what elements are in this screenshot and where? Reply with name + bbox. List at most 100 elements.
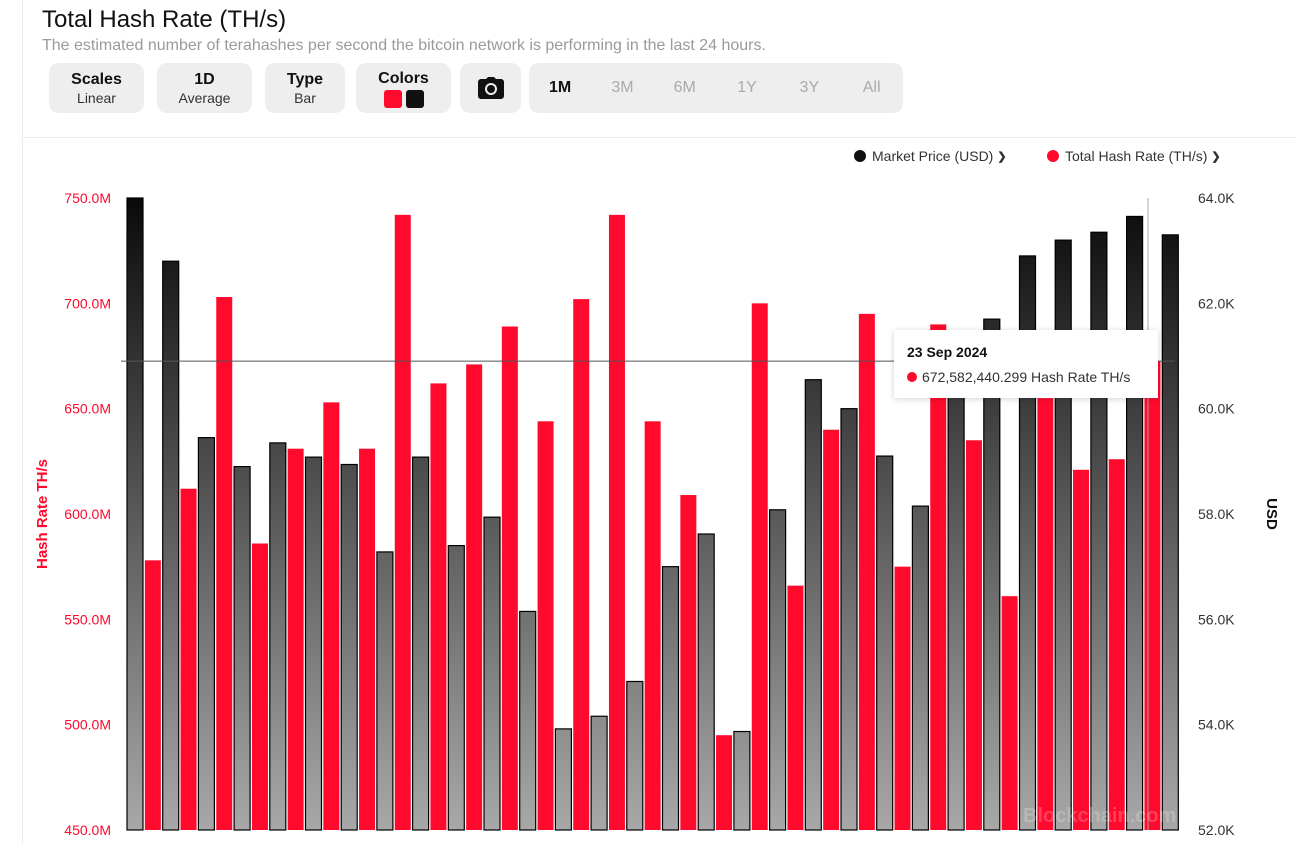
- type-button[interactable]: Type Bar: [265, 63, 345, 113]
- legend-market-price-label: Market Price (USD): [872, 148, 994, 164]
- hash-rate-bar: [608, 214, 625, 830]
- y-tick-left: 550.0M: [64, 611, 111, 627]
- hash-rate-bar: [1108, 459, 1125, 830]
- tooltip-date: 23 Sep 2024: [907, 344, 988, 360]
- type-value: Bar: [294, 89, 316, 106]
- color-swatch-hash-rate[interactable]: [383, 89, 402, 108]
- hash-rate-bar: [894, 566, 911, 830]
- hash-rate-bar: [394, 214, 411, 830]
- hash-rate-bar: [573, 299, 590, 830]
- y-tick-right: 58.0K: [1198, 506, 1235, 522]
- market-price-bar: [1125, 215, 1144, 831]
- market-price-bar: [590, 715, 608, 831]
- hash-rate-bar: [751, 303, 768, 830]
- y-tick-left: 750.0M: [64, 190, 111, 206]
- range-6m[interactable]: 6M: [673, 79, 696, 96]
- market-price-bar: [412, 456, 430, 831]
- scales-label: Scales: [71, 70, 122, 88]
- market-price-bar: [1018, 255, 1037, 831]
- market-price-bar: [1090, 231, 1108, 831]
- scales-value: Linear: [77, 89, 116, 106]
- market-price-bar: [304, 456, 323, 831]
- market-price-bar: [733, 730, 751, 831]
- range-1m[interactable]: 1M: [549, 79, 572, 96]
- hash-rate-bar: [430, 383, 447, 830]
- market-price-bar: [126, 197, 144, 831]
- market-price-bar: [197, 437, 215, 831]
- market-price-bar: [519, 610, 537, 831]
- hash-rate-bar: [716, 735, 733, 830]
- chart-page: Total Hash Rate (TH/s) The estimated num…: [22, 0, 1295, 845]
- type-label: Type: [286, 70, 324, 88]
- market-price-bar: [697, 533, 715, 831]
- y-axis-label-left: Hash Rate TH/s: [34, 459, 51, 569]
- market-price-bar: [911, 505, 930, 831]
- market-price-dot: [854, 150, 866, 162]
- hash-rate-bar: [787, 585, 804, 830]
- range-1y[interactable]: 1Y: [737, 79, 757, 96]
- y-axis-label-right: USD: [1263, 498, 1280, 530]
- colors-button[interactable]: Colors: [356, 63, 451, 113]
- y-tick-right: 54.0K: [1198, 717, 1235, 733]
- color-swatch-market-price[interactable]: [405, 89, 424, 108]
- market-price-bar: [162, 260, 180, 831]
- market-price-bar: [1161, 234, 1179, 831]
- period-value: Average: [178, 89, 231, 106]
- legend-market-price[interactable]: Market Price (USD) ❯: [854, 148, 1007, 164]
- tooltip-dot: [907, 372, 917, 382]
- market-price-bar: [483, 516, 501, 831]
- range-3m[interactable]: 3M: [611, 79, 634, 96]
- hash-rate-bar: [680, 495, 697, 830]
- hash-rate-bar: [323, 402, 340, 830]
- market-price-bar: [376, 551, 394, 831]
- market-price-bar: [269, 442, 287, 831]
- market-price-bar: [340, 463, 358, 831]
- scales-button[interactable]: Scales Linear: [49, 63, 144, 113]
- hash-rate-bar: [823, 429, 840, 830]
- range-3y[interactable]: 3Y: [799, 79, 820, 96]
- hash-rate-bar: [858, 313, 875, 830]
- period-label: 1D: [194, 70, 215, 88]
- market-price-bar: [447, 544, 465, 831]
- hash-rate-bar: [501, 326, 518, 830]
- range-selector: 1M 3M 6M 1Y 3Y All: [529, 63, 903, 113]
- hash-rate-bar: [466, 364, 483, 830]
- hash-rate-bar: [644, 421, 661, 830]
- y-tick-right: 60.0K: [1198, 401, 1235, 417]
- market-price-bar: [876, 455, 894, 831]
- y-tick-left: 650.0M: [64, 401, 111, 417]
- hash-rate-bar: [180, 488, 197, 830]
- market-price-bar: [804, 379, 822, 831]
- hash-rate-bar: [287, 448, 304, 830]
- y-tick-left: 500.0M: [64, 717, 111, 733]
- hash-rate-bar: [537, 421, 554, 830]
- range-all[interactable]: All: [862, 79, 881, 96]
- screenshot-button[interactable]: [460, 63, 521, 113]
- tooltip-value: 672,582,440.299 Hash Rate TH/s: [922, 369, 1131, 385]
- hash-rate-chart: 450.0M 500.0M 550.0M 600.0M 650.0M 700.0M 750.…: [34, 190, 1280, 838]
- hash-rate-bar: [216, 297, 233, 831]
- y-tick-right: 56.0K: [1198, 611, 1235, 627]
- legend-hash-rate[interactable]: Total Hash Rate (TH/s) ❯: [1047, 148, 1221, 164]
- period-button[interactable]: 1D Average: [157, 63, 252, 113]
- page-subtitle: The estimated number of terahashes per s…: [42, 37, 766, 54]
- hash-rate-bar: [359, 448, 376, 830]
- market-price-bar: [840, 408, 858, 831]
- chart-tooltip: 23 Sep 2024 672,582,440.299 Hash Rate TH…: [894, 330, 1158, 398]
- hash-rate-bar: [1037, 398, 1054, 830]
- market-price-bar: [554, 728, 573, 831]
- hash-rate-bar: [1144, 361, 1161, 830]
- y-tick-right: 62.0K: [1198, 295, 1235, 311]
- watermark: Blockchain.com: [1023, 805, 1177, 827]
- legend-hash-rate-label: Total Hash Rate (TH/s): [1065, 148, 1208, 164]
- chevron-down-icon: ❯: [997, 150, 1007, 163]
- hash-rate-bar: [1073, 469, 1090, 830]
- market-price-bar: [233, 466, 251, 831]
- market-price-bar: [947, 368, 965, 831]
- market-price-bar: [768, 509, 787, 831]
- hash-rate-bar: [251, 543, 268, 830]
- y-tick-right: 52.0K: [1198, 822, 1235, 838]
- y-tick-left: 600.0M: [64, 506, 111, 522]
- y-tick-right: 64.0K: [1198, 190, 1235, 206]
- hash-rate-bar: [1001, 596, 1018, 830]
